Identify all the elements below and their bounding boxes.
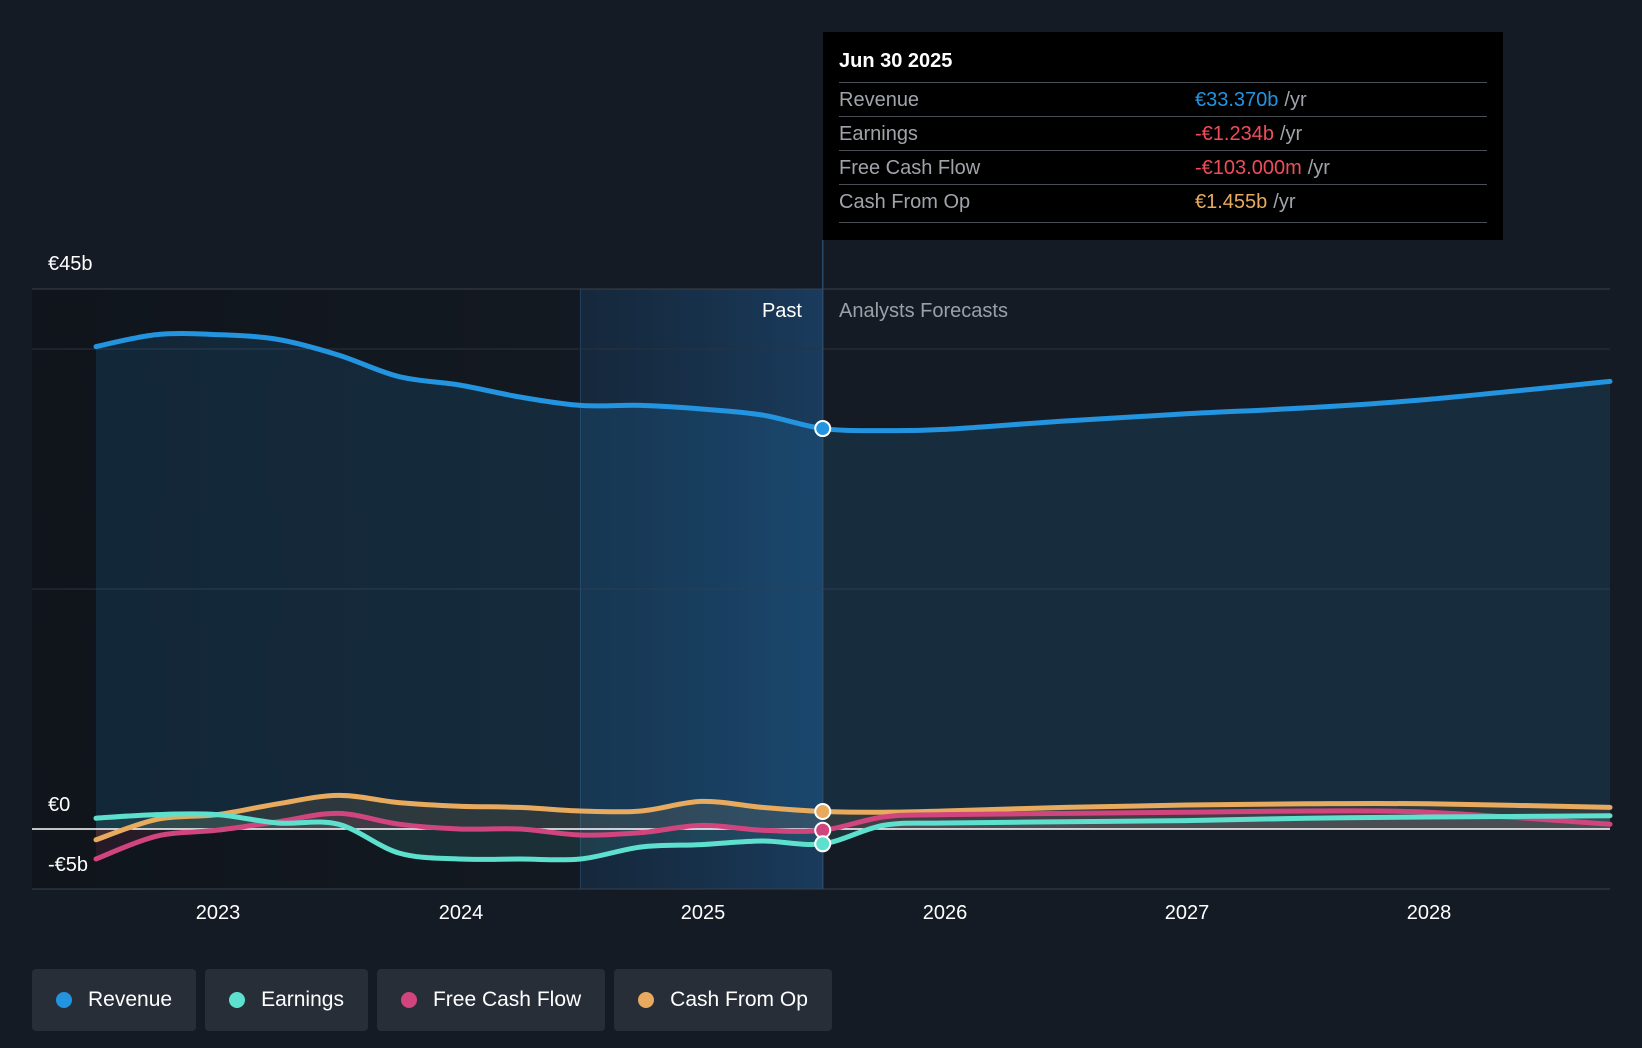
tooltip-date: Jun 30 2025 bbox=[839, 50, 953, 72]
legend-dot-icon bbox=[56, 992, 72, 1008]
series-area bbox=[96, 810, 1610, 859]
tooltip-row-unit: /yr bbox=[1307, 157, 1330, 179]
y-tick-label-max: €45b bbox=[48, 253, 93, 275]
legend-item-earnings[interactable]: Earnings bbox=[205, 969, 368, 1031]
series-line-revenue bbox=[93, 331, 1613, 434]
chart-legend: Revenue Earnings Free Cash Flow Cash Fro… bbox=[32, 969, 832, 1031]
tooltip-row-cash-from-op: Cash From Op €1.455b/yr bbox=[839, 184, 1487, 219]
legend-label: Revenue bbox=[88, 988, 173, 1011]
legend-item-cash-from-op[interactable]: Cash From Op bbox=[614, 969, 832, 1031]
tooltip-row-revenue: Revenue €33.370b/yr bbox=[839, 82, 1487, 117]
legend-dot-icon bbox=[229, 992, 246, 1008]
y-tick-label-min: -€5b bbox=[48, 854, 89, 876]
series-area bbox=[96, 813, 1610, 860]
tooltip-row-name: Cash From Op bbox=[839, 191, 971, 213]
legend-item-free-cash-flow[interactable]: Free Cash Flow bbox=[376, 969, 606, 1031]
x-tick-label-2027: 2027 bbox=[1164, 902, 1210, 924]
y-tick-label-zero: €0 bbox=[48, 794, 71, 816]
x-tick-label-2026: 2026 bbox=[922, 902, 968, 924]
tooltip-row-unit: /yr bbox=[1284, 89, 1307, 111]
tooltip-row-earnings: Earnings -€1.234b/yr bbox=[839, 116, 1487, 151]
legend-label: Earnings bbox=[261, 988, 344, 1011]
legend-dot-icon bbox=[638, 992, 655, 1008]
tooltip-row-value: €33.370b bbox=[1195, 89, 1279, 111]
tooltip-row-free-cash-flow: Free Cash Flow -€103.000m/yr bbox=[839, 150, 1487, 185]
highlight-point-earnings bbox=[814, 835, 832, 853]
series-line-earnings bbox=[93, 811, 1613, 863]
series-line-free-cash-flow bbox=[93, 808, 1613, 862]
past-region-label: Past bbox=[761, 300, 802, 322]
tooltip-divider bbox=[839, 222, 1487, 223]
tooltip-row-value: €1.455b bbox=[1195, 191, 1268, 213]
x-tick-label-2025: 2025 bbox=[680, 902, 726, 924]
tooltip-row-value: -€1.234b bbox=[1195, 123, 1274, 145]
tooltip-row-value: -€103.000m bbox=[1195, 157, 1302, 179]
data-tooltip: Jun 30 2025 Revenue €33.370b/yr Earnings… bbox=[823, 32, 1503, 240]
revenue-area bbox=[96, 333, 1610, 829]
forecast-region-label: Analysts Forecasts bbox=[839, 300, 1008, 322]
legend-label: Free Cash Flow bbox=[432, 988, 582, 1011]
x-tick-label-2024: 2024 bbox=[438, 902, 484, 924]
tooltip-row-name: Revenue bbox=[839, 89, 920, 111]
x-tick-label-2023: 2023 bbox=[195, 902, 241, 924]
tooltip-row-unit: /yr bbox=[1279, 123, 1303, 145]
series-line-cash-from-op bbox=[93, 792, 1613, 843]
tooltip-row-name: Earnings bbox=[839, 123, 918, 145]
tooltip-row-name: Free Cash Flow bbox=[839, 157, 981, 179]
legend-dot-icon bbox=[400, 992, 417, 1008]
legend-item-revenue[interactable]: Revenue bbox=[32, 969, 197, 1031]
highlight-point-cash-from-op bbox=[814, 803, 832, 821]
x-tick-label-2028: 2028 bbox=[1406, 902, 1452, 924]
highlight-point-revenue bbox=[814, 420, 832, 438]
legend-label: Cash From Op bbox=[670, 988, 808, 1011]
tooltip-row-unit: /yr bbox=[1273, 191, 1296, 213]
